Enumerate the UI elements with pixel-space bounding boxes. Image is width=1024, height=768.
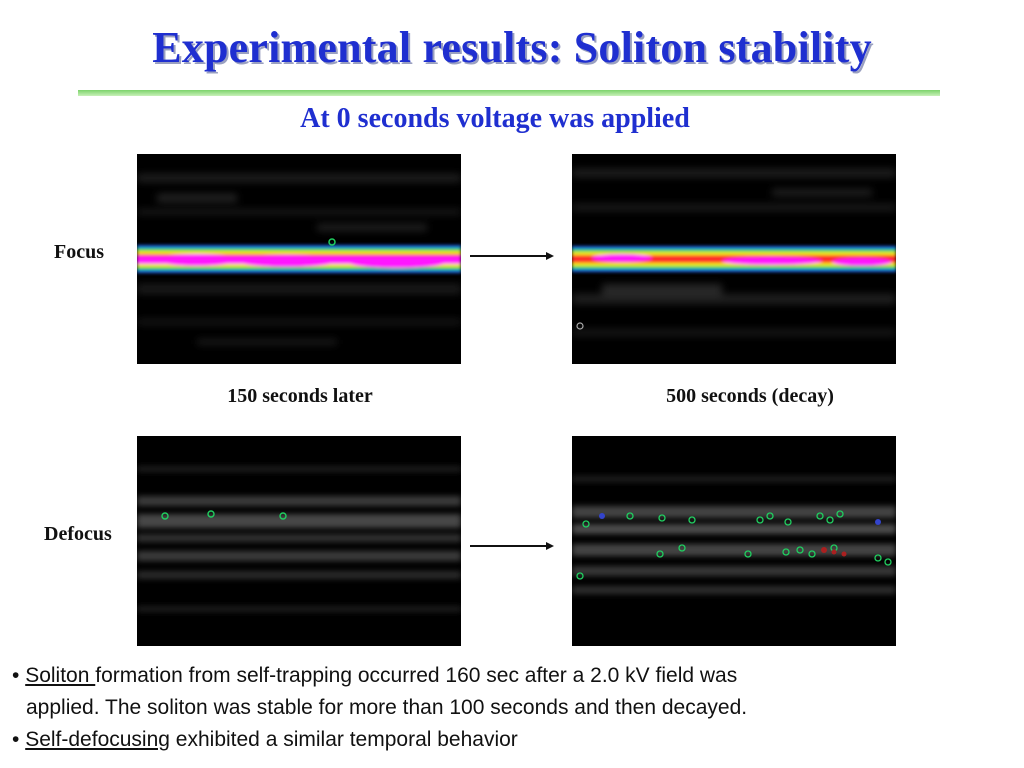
defocus-arrow (470, 542, 554, 550)
focus-150s-image (137, 154, 461, 364)
bullet-list: • Soliton formation from self-trapping o… (12, 660, 1012, 756)
focus-500s-image (572, 154, 896, 364)
focus-arrow (470, 252, 554, 260)
slide-subtitle: At 0 seconds voltage was applied (300, 103, 690, 134)
bullet-marker: • (12, 728, 20, 751)
self-defocusing-link[interactable]: Self-defocusing (25, 728, 170, 751)
bullet-text: applied. The soliton was stable for more… (26, 696, 748, 719)
defocus-150s-image (137, 436, 461, 646)
slide-title: Experimental results: Soliton stability (152, 23, 872, 72)
soliton-link[interactable]: Soliton (25, 664, 96, 687)
bullet-item-soliton: • Soliton formation from self-trapping o… (12, 660, 1012, 692)
caption-150s: 150 seconds later (227, 385, 373, 407)
bullet-item-defocusing: • Self-defocusing exhibited a similar te… (12, 724, 1012, 756)
defocus-500s-image (572, 436, 896, 646)
bullet-marker: • (12, 664, 20, 687)
defocus-label: Defocus (44, 523, 112, 545)
focus-label: Focus (54, 241, 104, 263)
caption-500s: 500 seconds (decay) (666, 385, 834, 407)
bullet-item-soliton-continued: applied. The soliton was stable for more… (12, 692, 1012, 724)
bullet-text: exhibited a similar temporal behavior (169, 728, 518, 751)
title-underline (78, 90, 940, 96)
bullet-text: formation from self-trapping occurred 16… (95, 664, 738, 687)
